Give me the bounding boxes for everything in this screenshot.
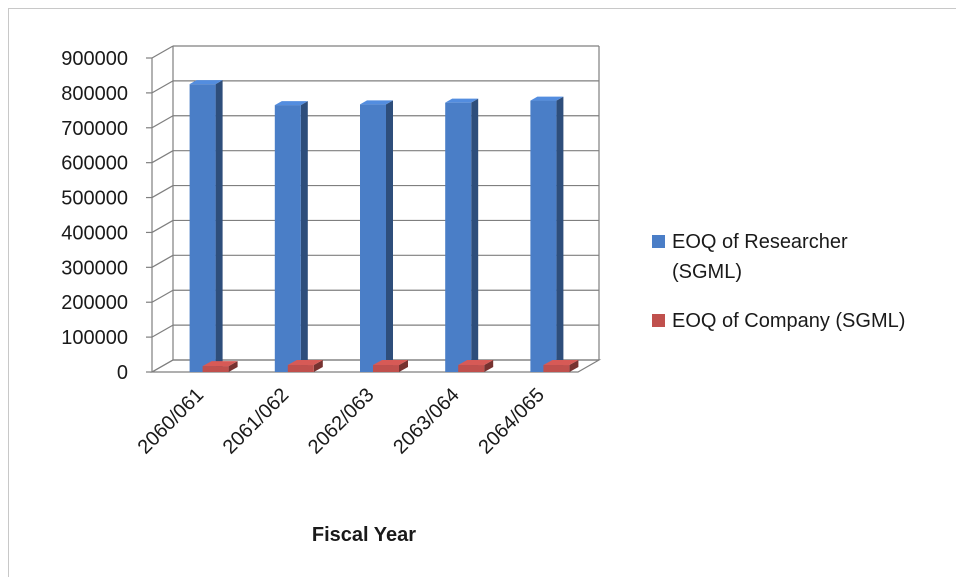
bar-company	[543, 360, 579, 372]
chart-frame	[8, 8, 956, 577]
legend-swatch-researcher	[652, 235, 665, 248]
y-tick-label: 700000	[61, 118, 128, 140]
y-tick-label: 200000	[61, 292, 128, 314]
x-tick-label: 2063/064	[389, 384, 464, 459]
x-tick-label: 2060/061	[134, 384, 209, 459]
x-axis-categories: 2060/061 2061/062 2062/063 2063/064 2064/065	[134, 384, 549, 459]
x-tick-label: 2064/065	[474, 384, 549, 459]
bar-company	[287, 360, 323, 372]
y-tick-label: 900000	[61, 48, 128, 70]
bar-researcher	[274, 101, 308, 372]
legend: EOQ of Researcher (SGML) EOQ of Company …	[652, 231, 905, 332]
bar-company	[373, 360, 408, 372]
legend-label-researcher: EOQ of Researcher (SGML)	[672, 231, 853, 283]
axes	[146, 46, 602, 373]
y-tick-label: 300000	[61, 257, 128, 279]
bar-company	[458, 360, 494, 372]
y-tick-label: 800000	[61, 83, 128, 105]
y-tick-label: 100000	[61, 327, 128, 349]
y-tick-label: 400000	[61, 222, 128, 244]
y-tick-label: 600000	[61, 153, 128, 175]
y-tick-label: 0	[117, 362, 128, 384]
legend-swatch-company	[652, 314, 665, 327]
bar-researcher	[530, 96, 564, 372]
bars	[189, 80, 579, 373]
bar-researcher	[445, 98, 479, 372]
x-tick-label: 2061/062	[219, 384, 294, 459]
y-tick-label: 500000	[61, 188, 128, 210]
bar-company	[202, 361, 238, 372]
x-tick-label: 2062/063	[304, 384, 379, 459]
bar-researcher	[360, 100, 393, 372]
y-axis-ticks: 0 100000 200000 300000 400000 500000 600000 700…	[61, 48, 128, 384]
x-axis-title: Fiscal Year	[312, 524, 416, 546]
bar-researcher	[189, 80, 223, 373]
legend-label-company: EOQ of Company (SGML)	[672, 310, 905, 332]
